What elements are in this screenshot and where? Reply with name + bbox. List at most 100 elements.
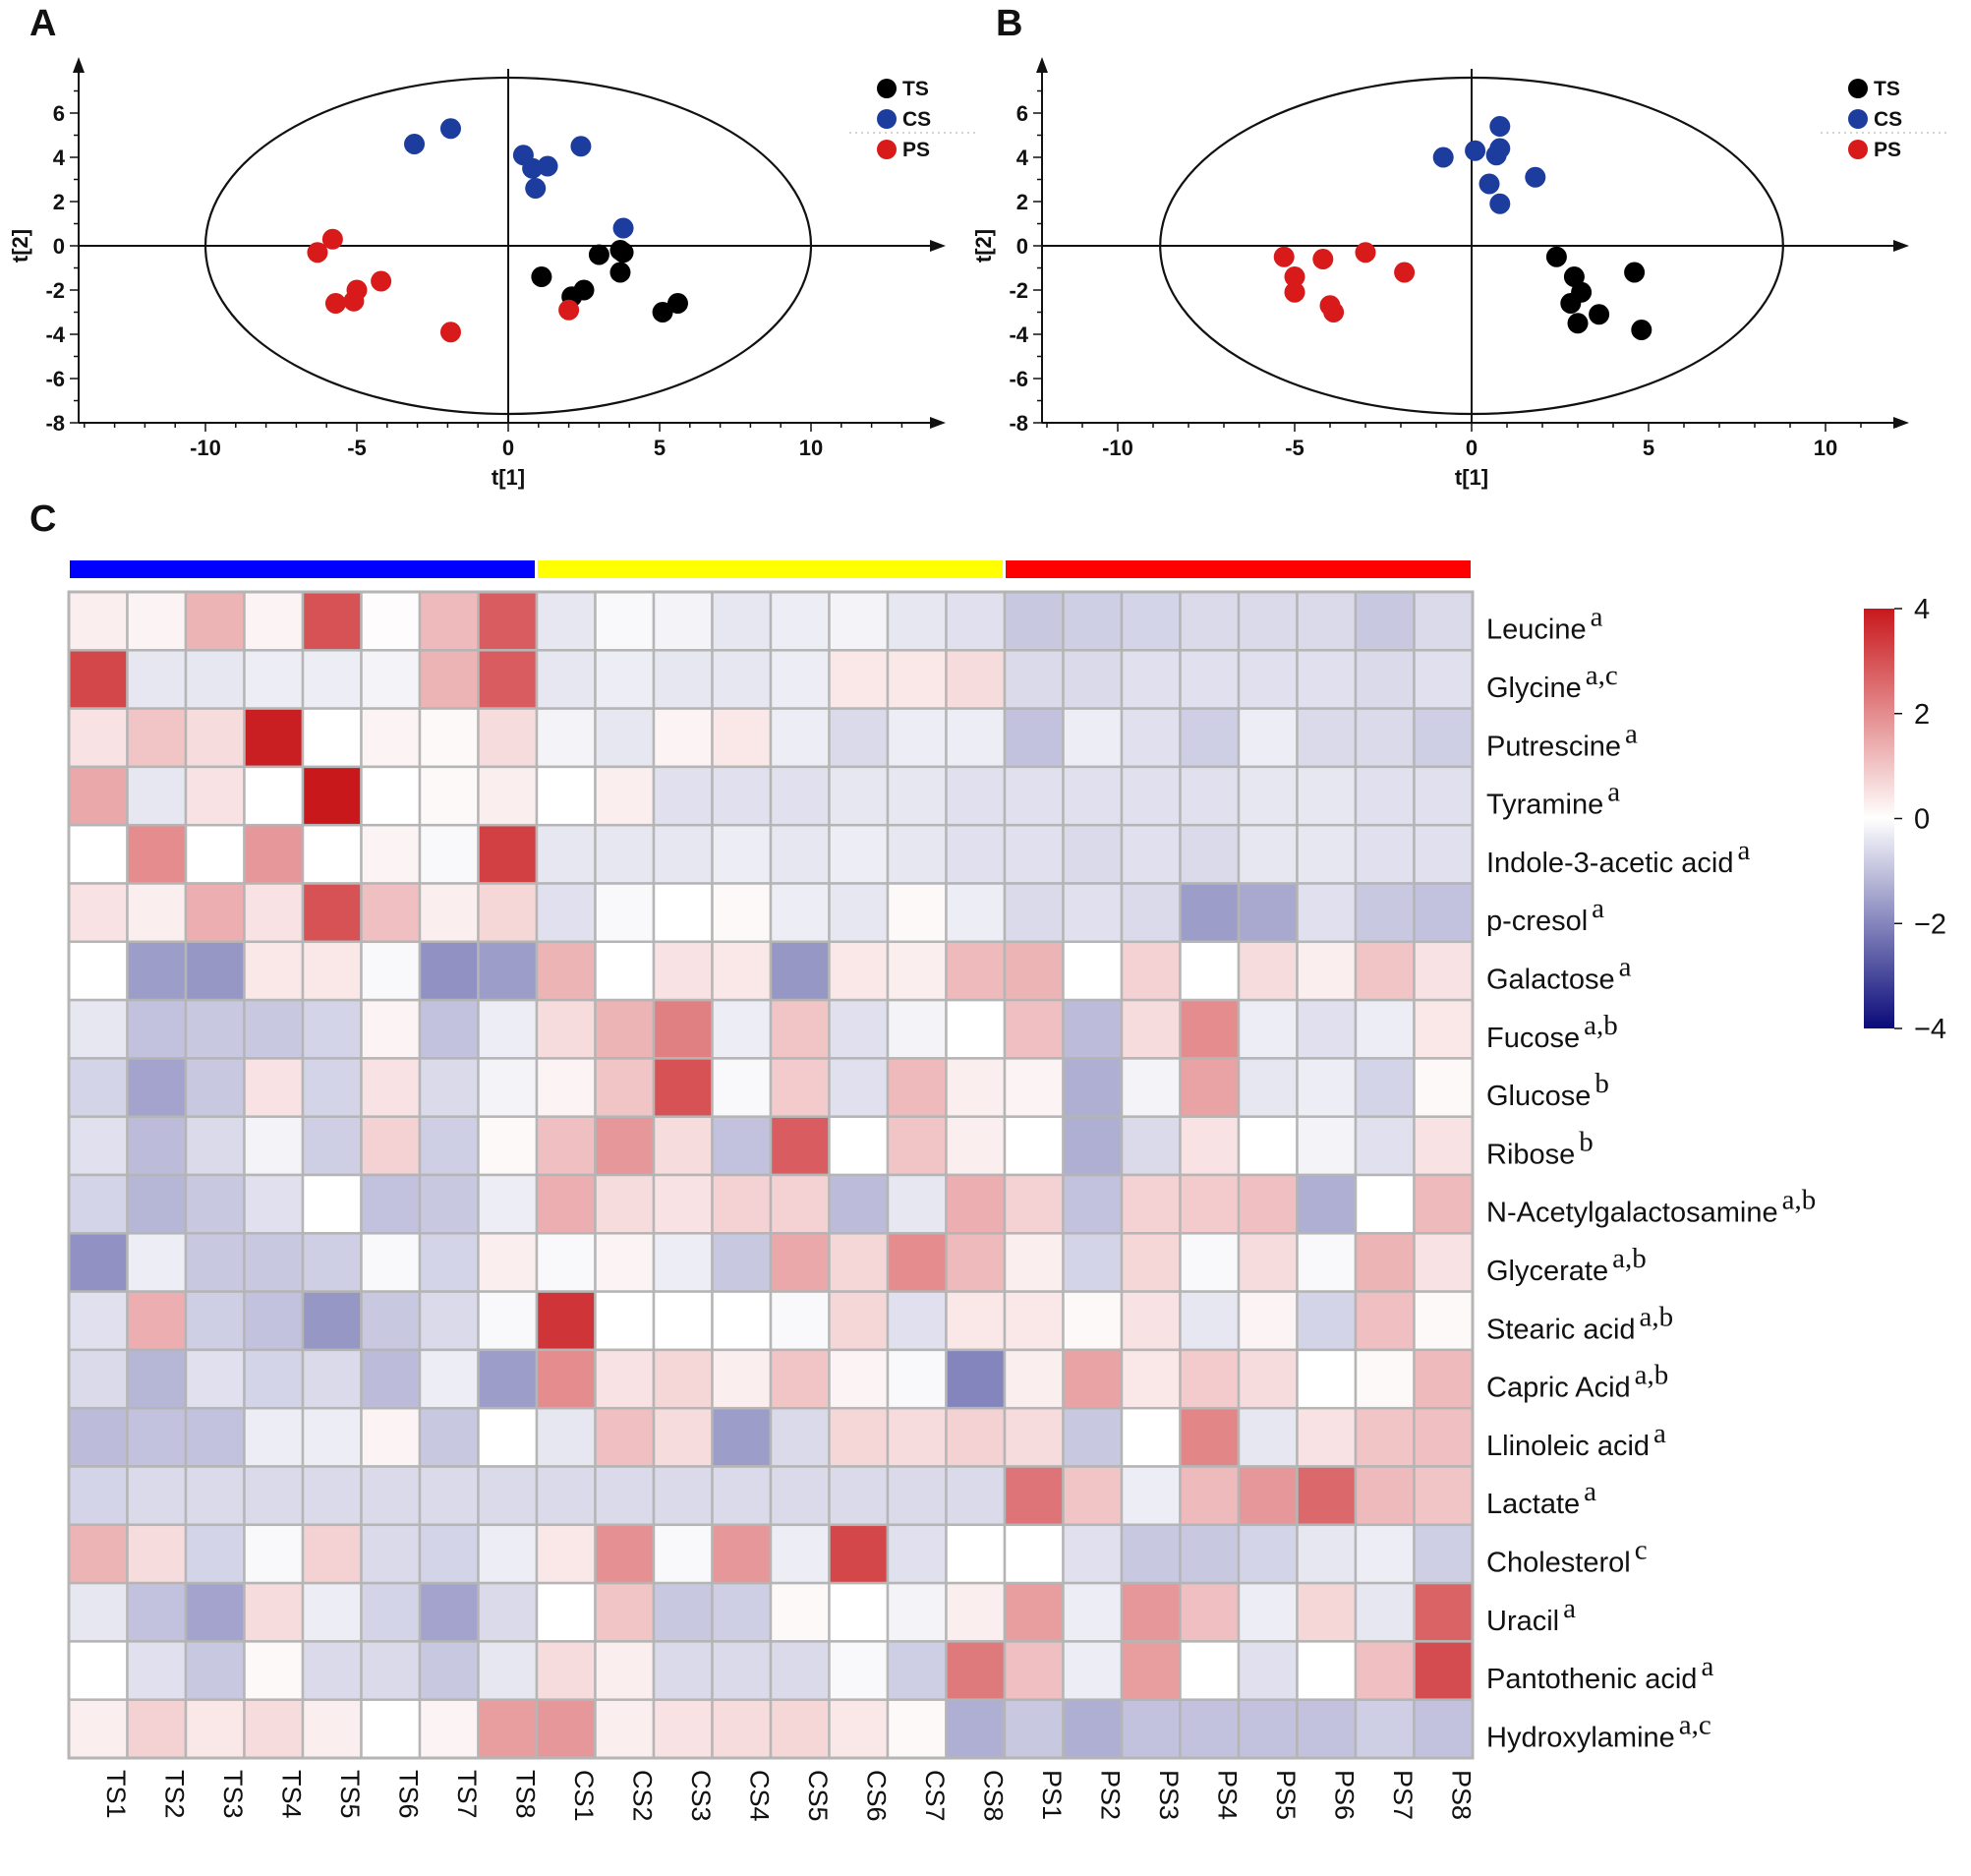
- heatmap-cell: [1005, 1525, 1064, 1583]
- heatmap-cell: [69, 1700, 128, 1758]
- heatmap-cell: [654, 1233, 713, 1291]
- heatmap-cell: [830, 1408, 889, 1466]
- heatmap-cell: [537, 1583, 596, 1641]
- group-bar-ts: [70, 560, 535, 578]
- heatmap-cell: [771, 767, 830, 825]
- heatmap-cell: [654, 1058, 713, 1116]
- heatmap-cell: [1298, 825, 1357, 883]
- heatmap-cell: [1005, 1175, 1064, 1233]
- heatmap-cell: [303, 825, 362, 883]
- colorbar-tick-label: 2: [1914, 699, 1930, 731]
- heatmap-cell: [1298, 1350, 1357, 1408]
- heatmap-cell: [128, 884, 187, 942]
- heatmap-cell: [1415, 650, 1474, 708]
- heatmap-cell: [1239, 884, 1298, 942]
- heatmap-cell: [186, 650, 245, 708]
- heatmap-cell: [654, 1525, 713, 1583]
- heatmap-cell: [245, 1000, 304, 1058]
- colorbar-tick-label: 0: [1914, 804, 1930, 836]
- heatmap-cell: [186, 767, 245, 825]
- heatmap-cell: [362, 709, 421, 767]
- heatmap-cell: [596, 1408, 655, 1466]
- heatmap-cell: [830, 1292, 889, 1350]
- heatmap-cell: [1122, 1467, 1181, 1525]
- heatmap-cell: [1122, 1700, 1181, 1758]
- heatmap-cell: [1005, 1292, 1064, 1350]
- heatmap-cell: [537, 1058, 596, 1116]
- heatmap-cell: [420, 1292, 479, 1350]
- heatmap-cell: [303, 1408, 362, 1466]
- heatmap-cell: [1064, 1058, 1123, 1116]
- heatmap-cell: [186, 1000, 245, 1058]
- heatmap-cell: [830, 650, 889, 708]
- heatmap-cell: [596, 1292, 655, 1350]
- heatmap-cell: [713, 1641, 772, 1699]
- heatmap-cell: [713, 1233, 772, 1291]
- heatmap-cell: [1005, 1350, 1064, 1408]
- row-label-superscript: a,b: [1782, 1185, 1817, 1216]
- row-label: Fucose a,b: [1486, 1010, 1618, 1054]
- heatmap-cell: [830, 1175, 889, 1233]
- heatmap-cell: [596, 1117, 655, 1175]
- heatmap-cell: [947, 1525, 1006, 1583]
- plot-a-y-tick-label: 2: [53, 190, 65, 214]
- heatmap-cell: [1122, 1350, 1181, 1408]
- heatmap-cell: [128, 1292, 187, 1350]
- heatmap-cell: [1122, 1583, 1181, 1641]
- heatmap-cell: [245, 942, 304, 1000]
- column-label: TS6: [393, 1770, 423, 1819]
- heatmap-cell: [1298, 1117, 1357, 1175]
- plot-b-y-tick-label: -6: [1009, 367, 1028, 391]
- heatmap-cell: [596, 1233, 655, 1291]
- heatmap-cell: [245, 884, 304, 942]
- column-label: TS7: [452, 1770, 482, 1819]
- heatmap-cell: [1064, 1641, 1123, 1699]
- heatmap-cell: [1356, 592, 1415, 650]
- row-label-text: Cholesterol: [1486, 1547, 1631, 1578]
- heatmap-cell: [186, 1350, 245, 1408]
- heatmap-cell: [830, 709, 889, 767]
- heatmap-cell: [537, 709, 596, 767]
- plot-a-y-tick-label: 6: [53, 101, 65, 126]
- heatmap-cell: [947, 1700, 1006, 1758]
- heatmap-cell: [420, 1700, 479, 1758]
- heatmap-cell: [69, 1292, 128, 1350]
- heatmap-cell: [303, 1175, 362, 1233]
- heatmap-cell: [1005, 1233, 1064, 1291]
- heatmap-cell: [1181, 592, 1240, 650]
- plot-b-y-tick-label: 4: [1016, 146, 1029, 170]
- heatmap-cell: [888, 650, 947, 708]
- heatmap-cell: [1415, 592, 1474, 650]
- heatmap-cell: [362, 1117, 421, 1175]
- colorbar: [1864, 609, 1894, 1028]
- heatmap-cell: [537, 1408, 596, 1466]
- heatmap-cell: [420, 709, 479, 767]
- heatmap-cell: [713, 825, 772, 883]
- heatmap-cell: [771, 1641, 830, 1699]
- heatmap-cell: [947, 1641, 1006, 1699]
- heatmap-cell: [69, 709, 128, 767]
- heatmap-cell: [1415, 825, 1474, 883]
- row-label-text: Indole-3-acetic acid: [1486, 848, 1733, 879]
- heatmap-cell: [888, 1641, 947, 1699]
- row-label-superscript: b: [1579, 1126, 1594, 1157]
- heatmap-cell: [1356, 650, 1415, 708]
- heatmap-cell: [69, 1641, 128, 1699]
- heatmap-cell: [1064, 1583, 1123, 1641]
- heatmap-cell: [1298, 1408, 1357, 1466]
- plot-b-point-ps: [1356, 242, 1376, 263]
- heatmap-cell: [771, 709, 830, 767]
- panel-letter-a: A: [29, 3, 56, 44]
- heatmap-cell: [362, 1233, 421, 1291]
- heatmap-cell: [186, 1700, 245, 1758]
- plot-b-y-tick-label: -4: [1009, 322, 1028, 347]
- heatmap-cell: [596, 767, 655, 825]
- heatmap-cell: [771, 1700, 830, 1758]
- heatmap-cell: [1064, 1700, 1123, 1758]
- heatmap-cell: [1415, 1117, 1474, 1175]
- row-label-superscript: a: [1625, 718, 1638, 749]
- heatmap-cell: [303, 942, 362, 1000]
- heatmap-cell: [654, 1583, 713, 1641]
- row-label-text: Putrescine: [1486, 731, 1621, 762]
- heatmap-cell: [128, 1467, 187, 1525]
